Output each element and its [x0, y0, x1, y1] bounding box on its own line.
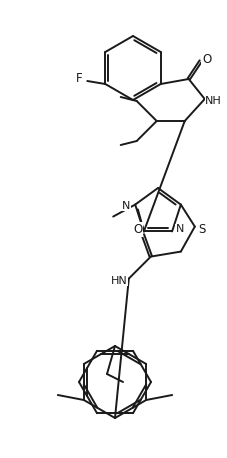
Text: NH: NH [205, 96, 221, 106]
Text: F: F [76, 71, 82, 84]
Text: N: N [175, 224, 183, 234]
Text: N: N [121, 201, 130, 211]
Text: HN: HN [110, 276, 127, 286]
Text: O: O [133, 223, 142, 236]
Text: S: S [197, 223, 205, 236]
Text: O: O [201, 53, 210, 65]
